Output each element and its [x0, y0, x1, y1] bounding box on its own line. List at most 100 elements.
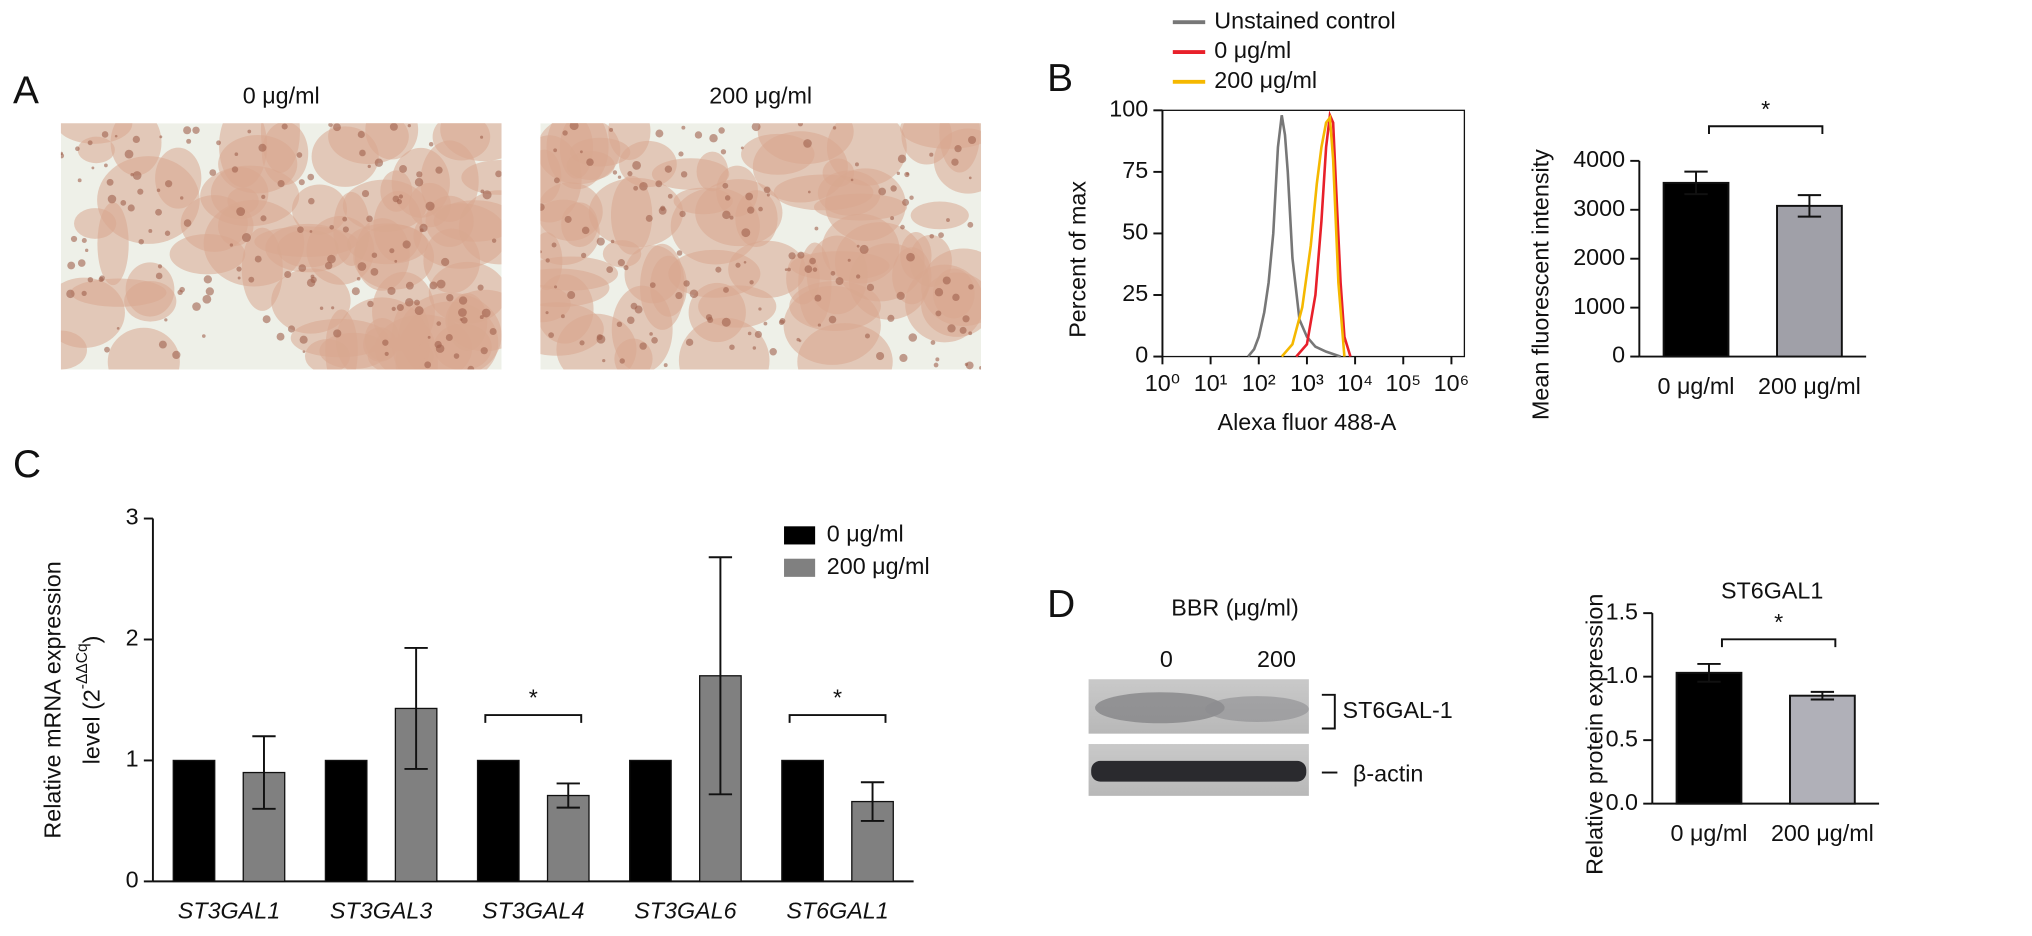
cell-dot	[787, 267, 791, 272]
bar	[629, 759, 672, 883]
y-tick-label: 25	[1122, 280, 1148, 306]
x-tick-label: 0 μg/ml	[1658, 373, 1735, 399]
cell-dot	[864, 333, 870, 339]
cell-dot	[236, 207, 246, 217]
micrograph-label: 0 μg/ml	[243, 83, 320, 109]
cell-dot	[104, 346, 110, 353]
cell-dot	[356, 276, 361, 281]
cell-cluster	[611, 285, 673, 370]
y-axis-label: Mean fluorescent intensity	[1527, 149, 1553, 420]
micrograph-label: 200 μg/ml	[709, 83, 812, 109]
cell-dot	[835, 277, 844, 286]
cell-dot	[156, 188, 161, 193]
cell-dot	[567, 291, 576, 300]
cell-dot	[902, 198, 910, 206]
cell-dot	[192, 126, 200, 134]
cell-dot	[667, 193, 673, 199]
cell-dot	[743, 260, 747, 264]
band-label: β-actin	[1353, 760, 1423, 786]
cell-dot	[718, 127, 725, 134]
y-tick-label: 0.0	[1606, 789, 1638, 815]
cell-dot	[479, 315, 484, 320]
cell-dot	[689, 289, 699, 299]
cell-dot	[947, 324, 956, 333]
cell-cluster	[910, 201, 969, 230]
cell-dot	[234, 152, 239, 157]
x-tick-label: ST3GAL4	[482, 898, 584, 924]
cell-dot	[612, 170, 618, 175]
cell-dot	[480, 135, 484, 139]
cell-dot	[676, 250, 683, 256]
cell-dot	[342, 216, 348, 222]
cell-dot	[414, 306, 424, 316]
cell-dot	[721, 317, 731, 327]
cell-dot	[814, 226, 819, 231]
cell-dot	[180, 196, 184, 200]
cell-cluster	[125, 262, 175, 317]
cell-dot	[856, 274, 861, 279]
cell-dot	[254, 255, 262, 263]
cell-cluster	[77, 136, 115, 164]
cell-dot	[104, 163, 108, 168]
cell-dot	[407, 123, 411, 128]
cell-dot	[809, 257, 816, 265]
bar	[476, 759, 520, 883]
panel-label: B	[1047, 57, 1073, 100]
y-axis-label: Relative mRNA expression	[40, 561, 66, 838]
cell-dot	[935, 357, 940, 362]
cell-dot	[183, 126, 192, 135]
significance-label: *	[529, 685, 538, 711]
cell-dot	[560, 314, 565, 319]
cell-dot	[749, 280, 754, 285]
cell-dot	[763, 321, 768, 326]
cell-dot	[579, 340, 585, 346]
cell-dot	[384, 351, 389, 356]
y-tick-label: 0	[1612, 342, 1625, 368]
cell-dot	[396, 303, 404, 312]
error-bar	[1684, 170, 1708, 196]
significance-bracket	[1720, 638, 1837, 648]
cell-dot	[429, 281, 438, 290]
cell-dot	[287, 325, 296, 333]
blot-lane: 0	[1160, 646, 1173, 672]
cell-dot	[934, 288, 944, 297]
cell-dot	[327, 254, 336, 264]
cell-cluster	[271, 268, 351, 334]
cell-dot	[435, 166, 443, 174]
cell-dot	[87, 140, 93, 146]
cell-dot	[968, 331, 973, 336]
significance-bracket	[1708, 125, 1824, 135]
cell-dot	[623, 265, 629, 271]
y-axis-label-exponent: -ΔΔCq	[74, 643, 91, 689]
error-bar	[1697, 662, 1721, 683]
cell-dot	[399, 165, 407, 173]
cell-dot	[281, 123, 288, 130]
cell-cluster	[773, 174, 874, 211]
cell-dot	[678, 151, 684, 157]
cell-dot	[617, 259, 625, 267]
cell-dot	[619, 358, 625, 364]
cell-dot	[309, 230, 313, 233]
cell-cluster	[678, 317, 770, 370]
cell-dot	[205, 287, 214, 296]
cell-dot	[724, 195, 731, 201]
cell-dot	[425, 201, 435, 211]
cell-dot	[740, 146, 744, 150]
cell-dot	[890, 216, 895, 221]
cell-dot	[655, 129, 664, 138]
cell-dot	[763, 186, 771, 194]
cell-dot	[817, 323, 822, 327]
cell-dot	[371, 252, 378, 258]
cell-dot	[367, 164, 371, 169]
cell-dot	[331, 306, 335, 310]
cell-dot	[581, 226, 590, 235]
cell-dot	[758, 307, 762, 311]
cell-dot	[231, 166, 239, 173]
cell-dot	[722, 182, 729, 189]
cell-cluster	[540, 135, 582, 223]
legend-swatch	[784, 558, 816, 577]
cell-dot	[655, 180, 663, 188]
cell-dot	[968, 176, 972, 180]
cell-dot	[847, 258, 851, 262]
y-tick-label: 100	[1109, 95, 1148, 121]
